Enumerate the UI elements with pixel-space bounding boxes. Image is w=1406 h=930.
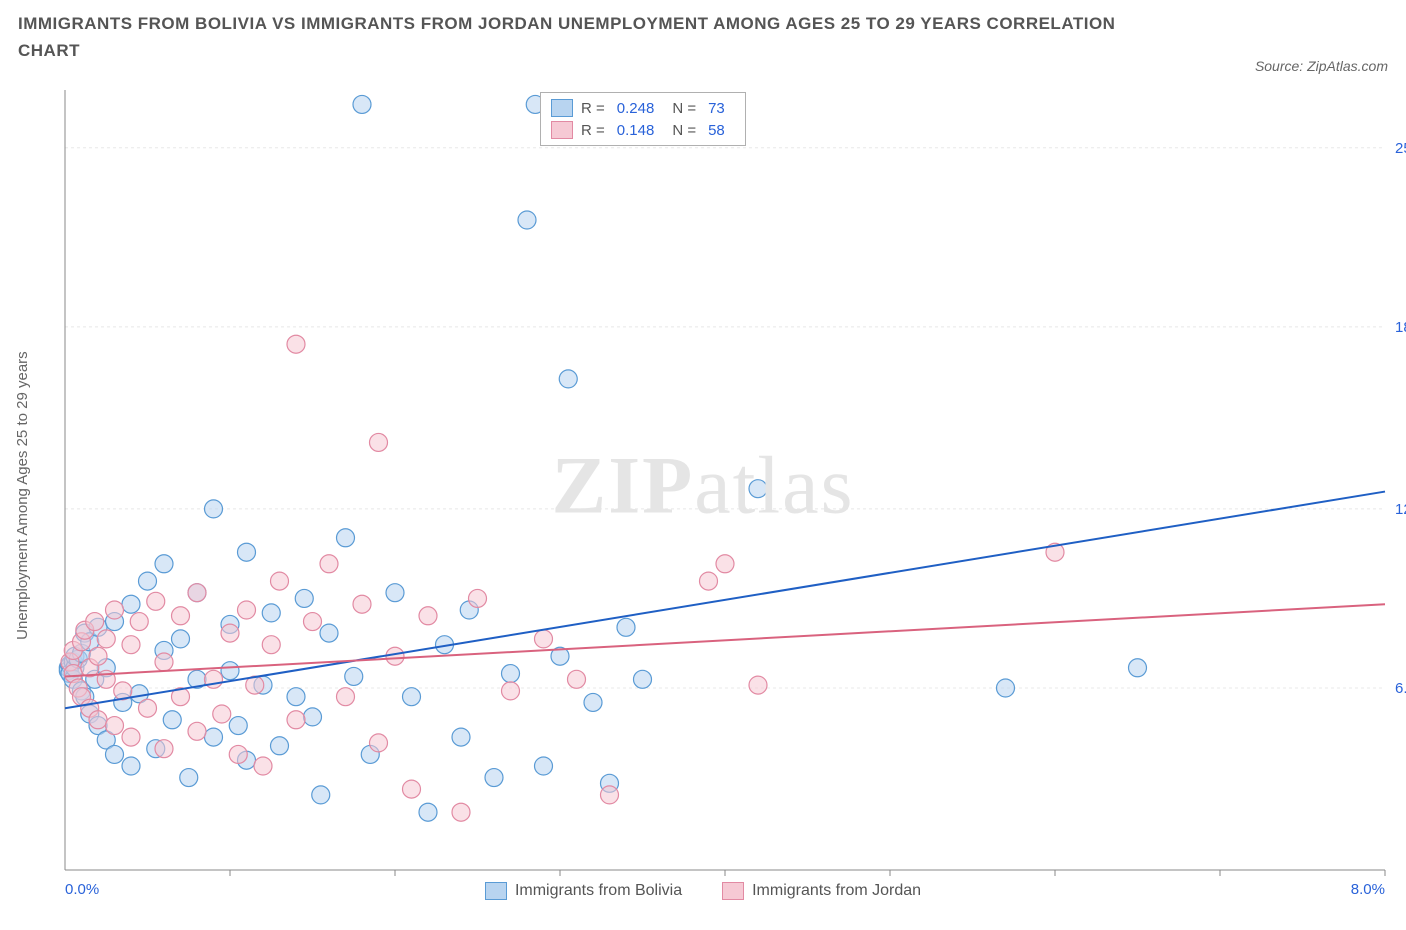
n-value: 73 xyxy=(708,100,725,117)
series-legend-label: Immigrants from Jordan xyxy=(752,882,921,900)
series-legend: Immigrants from Bolivia Immigrants from J… xyxy=(0,882,1406,900)
svg-text:18.8%: 18.8% xyxy=(1395,319,1406,336)
chart-source: Source: ZipAtlas.com xyxy=(1255,58,1388,74)
r-value: 0.148 xyxy=(617,122,655,139)
r-label: R = xyxy=(581,100,605,117)
chart-header: IMMIGRANTS FROM BOLIVIA VS IMMIGRANTS FR… xyxy=(18,10,1388,64)
legend-swatch xyxy=(551,121,573,139)
svg-text:6.3%: 6.3% xyxy=(1395,680,1406,697)
legend-swatch xyxy=(485,882,507,900)
n-label: N = xyxy=(672,100,696,117)
series-legend-label: Immigrants from Bolivia xyxy=(515,882,682,900)
series-legend-item: Immigrants from Bolivia xyxy=(485,882,682,900)
chart-container: ZIPatlas 6.3%12.5%18.8%25.0%0.0%8.0%Unem… xyxy=(0,90,1406,900)
stats-legend: R = 0.248 N = 73 R = 0.148 N = 58 xyxy=(540,92,746,146)
stats-legend-row: R = 0.148 N = 58 xyxy=(551,119,735,141)
svg-text:12.5%: 12.5% xyxy=(1395,501,1406,518)
svg-text:Unemployment Among Ages 25 to: Unemployment Among Ages 25 to 29 years xyxy=(14,351,31,640)
n-label: N = xyxy=(672,122,696,139)
chart-title: IMMIGRANTS FROM BOLIVIA VS IMMIGRANTS FR… xyxy=(18,10,1118,64)
r-label: R = xyxy=(581,122,605,139)
legend-swatch xyxy=(722,882,744,900)
svg-text:25.0%: 25.0% xyxy=(1395,140,1406,157)
n-value: 58 xyxy=(708,122,725,139)
series-legend-item: Immigrants from Jordan xyxy=(722,882,921,900)
r-value: 0.248 xyxy=(617,100,655,117)
scatter-chart: 6.3%12.5%18.8%25.0%0.0%8.0%Unemployment … xyxy=(0,90,1406,900)
legend-swatch xyxy=(551,99,573,117)
stats-legend-row: R = 0.248 N = 73 xyxy=(551,97,735,119)
